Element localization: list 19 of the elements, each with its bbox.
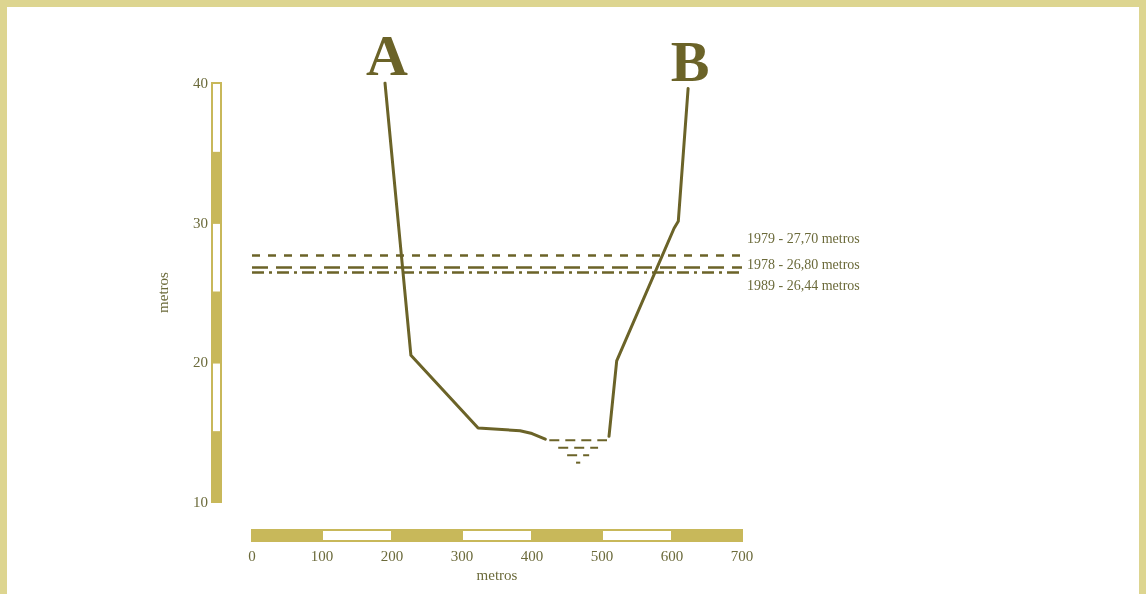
ref-line-label: 1989 - 26,44 metros bbox=[747, 277, 860, 293]
annotation: B bbox=[670, 28, 710, 94]
ref-line-label: 1979 - 27,70 metros bbox=[747, 231, 860, 247]
x-tick-label: 400 bbox=[520, 547, 544, 564]
x-axis-title: metros bbox=[476, 567, 518, 584]
y-tick-label: 20 bbox=[193, 354, 208, 371]
x-tick-label: 200 bbox=[380, 547, 404, 564]
y-tick-label: 30 bbox=[193, 214, 208, 231]
y-tick-label: 10 bbox=[193, 494, 208, 510]
x-tick-label: 600 bbox=[660, 547, 684, 564]
ref-line-label: 1978 - 26,80 metros bbox=[747, 256, 860, 272]
x-tick-label: 700 bbox=[730, 547, 754, 564]
annotation: A bbox=[366, 23, 409, 88]
x-tick-label: 500 bbox=[590, 547, 614, 564]
x-tick-label: 300 bbox=[450, 547, 474, 564]
y-tick-label: 40 bbox=[193, 75, 208, 91]
y-axis-title: metros bbox=[154, 271, 171, 313]
x-tick-label: 100 bbox=[310, 547, 334, 564]
x-tick-label: 0 bbox=[248, 547, 256, 564]
